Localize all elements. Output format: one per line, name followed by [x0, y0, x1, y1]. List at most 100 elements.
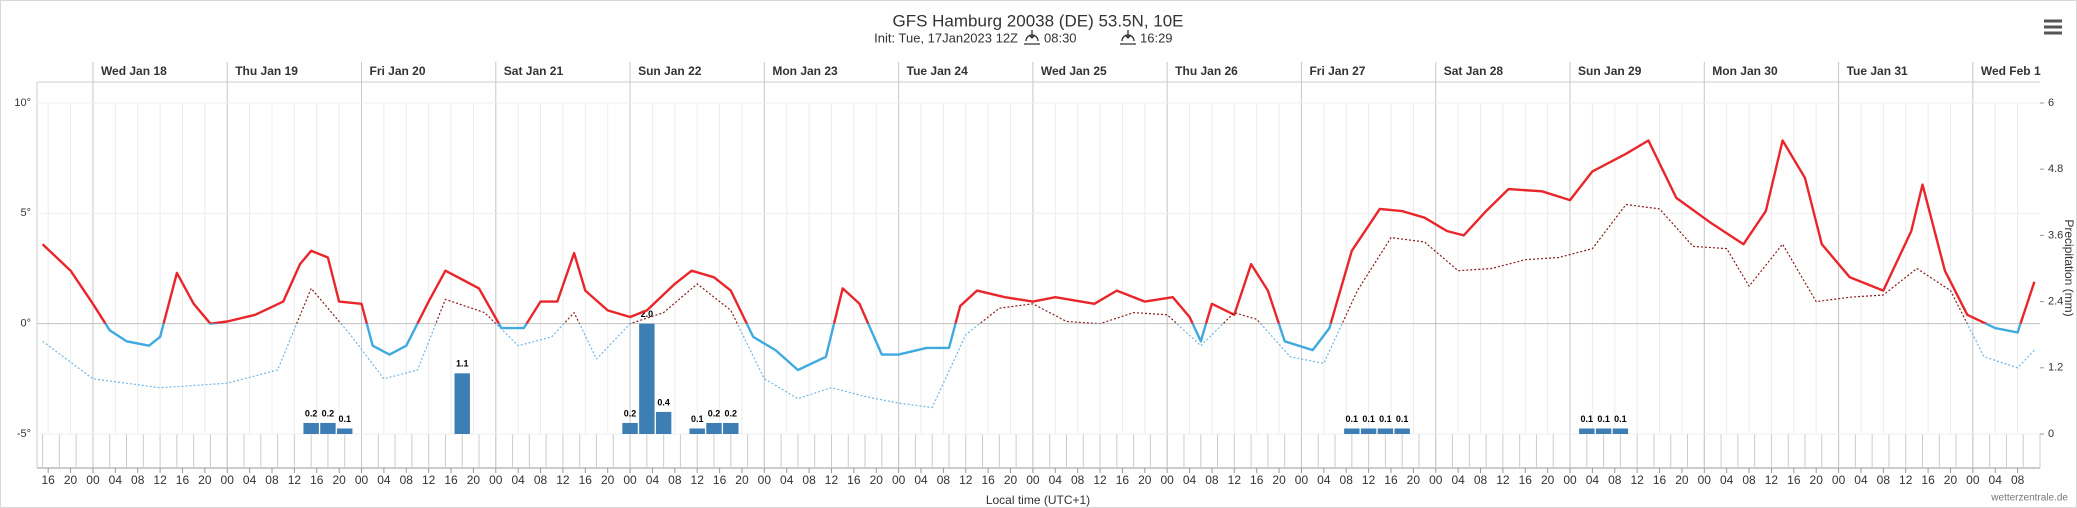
menu-button[interactable]: [2044, 19, 2062, 35]
x-axis-title: Local time (UTC+1): [986, 493, 1090, 507]
x-tick-label: 00: [1563, 473, 1577, 487]
precip-bar: [723, 422, 739, 434]
x-tick-label: 16: [1250, 473, 1264, 487]
chart-title: GFS Hamburg 20038 (DE) 53.5N, 10E: [892, 11, 1183, 30]
precip-label: 0.4: [657, 397, 670, 407]
precip-bar: [1394, 428, 1410, 434]
x-tick-label: 04: [1317, 473, 1331, 487]
x-tick-label: 16: [1653, 473, 1667, 487]
x-tick-label: 12: [288, 473, 302, 487]
sunset-time: 16:29: [1140, 30, 1173, 45]
x-tick-label: 12: [153, 473, 167, 487]
x-tick-label: 00: [758, 473, 772, 487]
precip-label: 0.1: [1362, 414, 1375, 424]
x-tick-label: 12: [1899, 473, 1913, 487]
y2-tick-label: 6: [2048, 97, 2054, 109]
y2-tick-label: 3.6: [2048, 229, 2063, 241]
precip-label: 0.2: [322, 408, 335, 418]
x-tick-label: 20: [467, 473, 481, 487]
x-tick-label: 08: [131, 473, 145, 487]
x-tick-label: 00: [623, 473, 637, 487]
day-label: Mon Jan 30: [1712, 64, 1778, 78]
day-label: Thu Jan 26: [1175, 64, 1238, 78]
x-tick-label: 20: [601, 473, 615, 487]
x-tick-label: 20: [1675, 473, 1689, 487]
day-label: Fri Jan 20: [370, 64, 426, 78]
day-label: Sat Jan 28: [1444, 64, 1504, 78]
x-tick-label: 20: [64, 473, 78, 487]
y-tick-label: 5°: [20, 207, 31, 219]
x-tick-label: 12: [556, 473, 570, 487]
precip-label: 0.1: [1379, 414, 1392, 424]
x-tick-label: 20: [1810, 473, 1824, 487]
precip-label: 0.2: [725, 408, 738, 418]
x-tick-label: 04: [1586, 473, 1600, 487]
y2-axis-title: Precipitation (mm): [2062, 219, 2076, 316]
x-tick-label: 04: [511, 473, 525, 487]
temperature-line: [41, 139, 2036, 372]
x-tick-label: 00: [1832, 473, 1846, 487]
x-tick-label: 08: [1340, 473, 1354, 487]
x-tick-label: 12: [1496, 473, 1510, 487]
x-tick-label: 08: [1742, 473, 1756, 487]
y2-tick-label: 1.2: [2048, 362, 2063, 374]
x-tick-label: 08: [668, 473, 682, 487]
x-tick-label: 04: [646, 473, 660, 487]
x-tick-label: 20: [332, 473, 346, 487]
y-tick-label: 10°: [14, 97, 31, 109]
x-tick-label: 00: [1161, 473, 1175, 487]
x-tick-label: 12: [825, 473, 839, 487]
x-tick-label: 20: [870, 473, 884, 487]
x-tick-label: 16: [1787, 473, 1801, 487]
sunset-icon: [1120, 30, 1136, 45]
x-tick-label: 08: [937, 473, 951, 487]
x-tick-label: 12: [691, 473, 705, 487]
precip-bar: [1579, 428, 1595, 434]
precip-label: 0.1: [1581, 414, 1594, 424]
day-label: Wed Jan 18: [101, 64, 167, 78]
x-tick-label: 00: [355, 473, 369, 487]
x-tick-label: 04: [1854, 473, 1868, 487]
x-tick-label: 16: [1519, 473, 1533, 487]
precip-bar: [1595, 428, 1612, 434]
y2-tick-label: 2.4: [2048, 296, 2063, 308]
precip-label: 1.1: [456, 359, 469, 369]
precip-label: 0.1: [1597, 414, 1610, 424]
x-tick-label: 12: [959, 473, 973, 487]
chart-subtitle: Init: Tue, 17Jan2023 12Z: [874, 30, 1018, 45]
x-tick-label: 00: [1026, 473, 1040, 487]
precip-bar: [1344, 428, 1360, 434]
x-tick-label: 16: [1384, 473, 1398, 487]
x-tick-label: 04: [780, 473, 794, 487]
x-tick-label: 04: [1451, 473, 1465, 487]
x-tick-label: 04: [1989, 473, 2003, 487]
precip-bar: [337, 428, 353, 434]
precip-label: 0.1: [1396, 414, 1409, 424]
precip-label: 0.1: [1346, 414, 1359, 424]
x-tick-label: 08: [265, 473, 279, 487]
x-tick-label: 00: [221, 473, 235, 487]
x-tick-label: 12: [1765, 473, 1779, 487]
x-tick-label: 00: [489, 473, 503, 487]
x-tick-label: 16: [981, 473, 995, 487]
x-tick-label: 08: [1474, 473, 1488, 487]
x-tick-label: 04: [109, 473, 123, 487]
sunrise-time: 08:30: [1044, 30, 1077, 45]
x-tick-label: 20: [1944, 473, 1958, 487]
day-label: Tue Jan 24: [907, 64, 968, 78]
x-tick-label: 00: [1429, 473, 1443, 487]
day-label: Thu Jan 19: [235, 64, 298, 78]
x-tick-label: 16: [1921, 473, 1935, 487]
x-tick-label: 20: [1407, 473, 1421, 487]
precip-bar: [1377, 428, 1394, 434]
x-tick-label: 16: [310, 473, 324, 487]
precip-bar: [689, 428, 705, 434]
x-tick-label: 20: [1272, 473, 1286, 487]
x-tick-label: 04: [1049, 473, 1063, 487]
x-tick-label: 16: [1116, 473, 1130, 487]
precip-label: 0.2: [624, 408, 637, 418]
x-tick-label: 00: [1295, 473, 1309, 487]
y2-tick-label: 4.8: [2048, 163, 2063, 175]
x-tick-label: 04: [243, 473, 257, 487]
